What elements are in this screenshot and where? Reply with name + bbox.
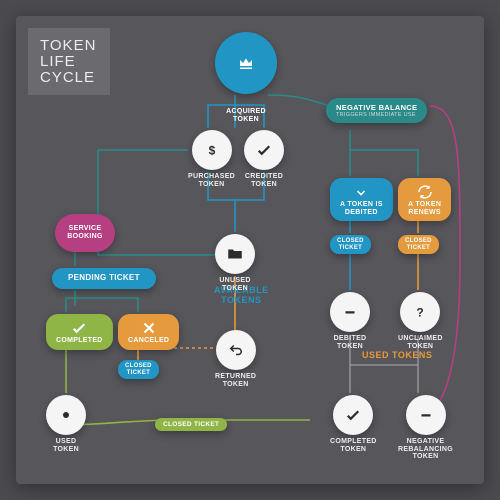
node-closed_t3: CLOSEDTICKET (118, 360, 159, 379)
title-line: LIFE (40, 54, 96, 70)
node-closed_t1: CLOSEDTICKET (330, 235, 371, 254)
svg-text:$: $ (208, 144, 215, 158)
node-unclaimed: ?UNCLAIMEDTOKEN (398, 292, 443, 350)
node-acquired: ACQUIREDTOKEN (215, 32, 277, 73)
node-credited: CREDITEDTOKEN (244, 130, 284, 188)
title-line: TOKEN (40, 38, 96, 54)
node-debit_evt: A TOKEN ISDEBITED (330, 178, 393, 221)
section-used: USED TOKENS (362, 350, 432, 360)
edge-label-closed_ticket: CLOSED TICKET (155, 418, 227, 431)
node-closed_t2: CLOSEDTICKET (398, 235, 439, 254)
node-pending: PENDING TICKET (52, 268, 156, 289)
node-neg_rebal: NEGATIVEREBALANCINGTOKEN (398, 395, 453, 461)
node-debited: DEBITEDTOKEN (330, 292, 370, 350)
token-lifecycle-diagram: TOKEN LIFE CYCLE AVAILABLETOKENSUSED TOK… (0, 0, 500, 500)
node-service: SERVICEBOOKING (55, 214, 115, 252)
node-purchased: $PURCHASEDTOKEN (188, 130, 235, 188)
title-box: TOKEN LIFE CYCLE (28, 28, 110, 95)
svg-text:?: ? (417, 306, 424, 320)
node-canceled: CANCELED (118, 314, 179, 350)
node-completed_tok: COMPLETEDTOKEN (330, 395, 377, 453)
node-used: USEDTOKEN (46, 395, 86, 453)
node-returned: RETURNEDTOKEN (215, 330, 256, 388)
node-neg_badge: NEGATIVE BALANCETRIGGERS IMMEDIATE USE (326, 98, 427, 123)
node-unused: UNUSEDTOKEN (215, 234, 255, 292)
node-completed: COMPLETED (46, 314, 113, 350)
title-line: CYCLE (40, 70, 96, 86)
node-renew_evt: A TOKENRENEWS (398, 178, 451, 221)
